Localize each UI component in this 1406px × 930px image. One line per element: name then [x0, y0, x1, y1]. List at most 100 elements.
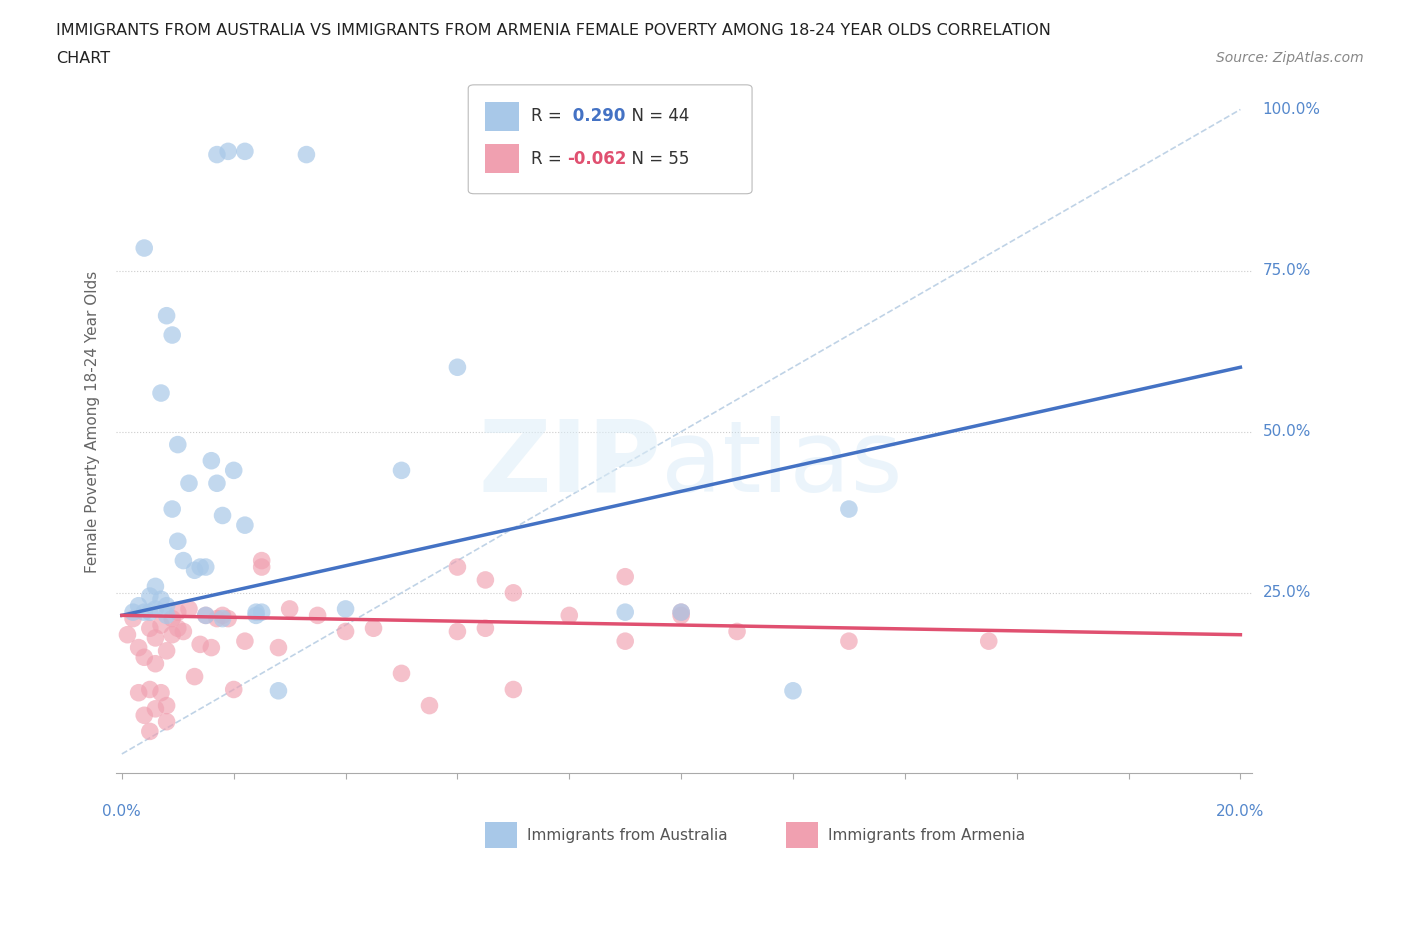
Point [782, 684, 804, 698]
Point [838, 501, 860, 516]
Point [150, 386, 173, 401]
Point [335, 624, 357, 639]
FancyBboxPatch shape [786, 822, 818, 848]
Point [183, 670, 205, 684]
Point [172, 624, 194, 639]
Point [139, 589, 162, 604]
Point [194, 560, 217, 575]
Text: Immigrants from Armenia: Immigrants from Armenia [828, 828, 1025, 843]
Point [145, 579, 167, 594]
Point [250, 560, 273, 575]
Text: 100.0%: 100.0% [1263, 102, 1320, 117]
Point [245, 604, 267, 619]
Point [134, 241, 156, 256]
Point [155, 598, 177, 613]
Point [160, 611, 183, 626]
Point [669, 604, 692, 619]
Point [145, 631, 167, 645]
Point [250, 604, 273, 619]
Point [391, 666, 413, 681]
Text: R =: R = [530, 150, 567, 167]
Point [205, 476, 228, 491]
Point [211, 608, 233, 623]
FancyBboxPatch shape [485, 101, 519, 131]
Point [139, 621, 162, 636]
Point [245, 608, 267, 623]
Text: IMMIGRANTS FROM AUSTRALIA VS IMMIGRANTS FROM ARMENIA FEMALE POVERTY AMONG 18-24 : IMMIGRANTS FROM AUSTRALIA VS IMMIGRANTS … [56, 23, 1052, 38]
Point [335, 602, 357, 617]
Point [200, 640, 222, 655]
Point [150, 618, 173, 632]
Point [233, 518, 256, 533]
Text: -0.062: -0.062 [567, 150, 626, 167]
Text: 25.0%: 25.0% [1263, 585, 1310, 601]
Text: 0.290: 0.290 [567, 108, 626, 126]
Point [183, 563, 205, 578]
Point [211, 508, 233, 523]
Point [267, 640, 290, 655]
Point [614, 604, 637, 619]
Point [669, 604, 692, 619]
Point [217, 611, 239, 626]
Point [160, 627, 183, 642]
Point [177, 476, 200, 491]
Point [160, 327, 183, 342]
Point [233, 144, 256, 159]
Point [194, 608, 217, 623]
Point [134, 708, 156, 723]
Point [233, 633, 256, 648]
Point [295, 147, 318, 162]
Point [558, 608, 581, 623]
Point [502, 682, 524, 697]
Text: 50.0%: 50.0% [1263, 424, 1310, 439]
Point [166, 604, 188, 619]
Point [188, 637, 211, 652]
Point [200, 453, 222, 468]
Point [418, 698, 440, 713]
FancyBboxPatch shape [485, 822, 517, 848]
Point [217, 144, 239, 159]
Point [177, 602, 200, 617]
Point [474, 621, 496, 636]
Point [155, 698, 177, 713]
Point [145, 602, 167, 617]
Point [145, 657, 167, 671]
Point [446, 360, 468, 375]
Point [278, 602, 301, 617]
Point [267, 684, 290, 698]
Point [139, 724, 162, 738]
Point [446, 560, 468, 575]
Point [614, 569, 637, 584]
Point [172, 553, 194, 568]
Point [122, 604, 145, 619]
Point [128, 640, 150, 655]
Point [128, 598, 150, 613]
Point [222, 463, 245, 478]
Point [446, 624, 468, 639]
Text: Immigrants from Australia: Immigrants from Australia [527, 828, 728, 843]
Text: CHART: CHART [56, 51, 110, 66]
Point [134, 604, 156, 619]
Text: 0.0%: 0.0% [103, 804, 141, 818]
Text: N = 44: N = 44 [621, 108, 690, 126]
Point [363, 621, 385, 636]
Point [725, 624, 748, 639]
Point [155, 644, 177, 658]
Text: R =: R = [530, 108, 567, 126]
Point [139, 682, 162, 697]
Point [134, 650, 156, 665]
Text: Source: ZipAtlas.com: Source: ZipAtlas.com [1216, 51, 1364, 65]
Point [977, 633, 1000, 648]
Point [139, 604, 162, 619]
Point [150, 685, 173, 700]
Point [188, 560, 211, 575]
Point [166, 534, 188, 549]
Point [155, 308, 177, 323]
Point [166, 437, 188, 452]
Y-axis label: Female Poverty Among 18-24 Year Olds: Female Poverty Among 18-24 Year Olds [86, 271, 100, 573]
Point [474, 573, 496, 588]
Point [205, 611, 228, 626]
Point [669, 608, 692, 623]
Text: atlas: atlas [661, 416, 903, 512]
Point [391, 463, 413, 478]
